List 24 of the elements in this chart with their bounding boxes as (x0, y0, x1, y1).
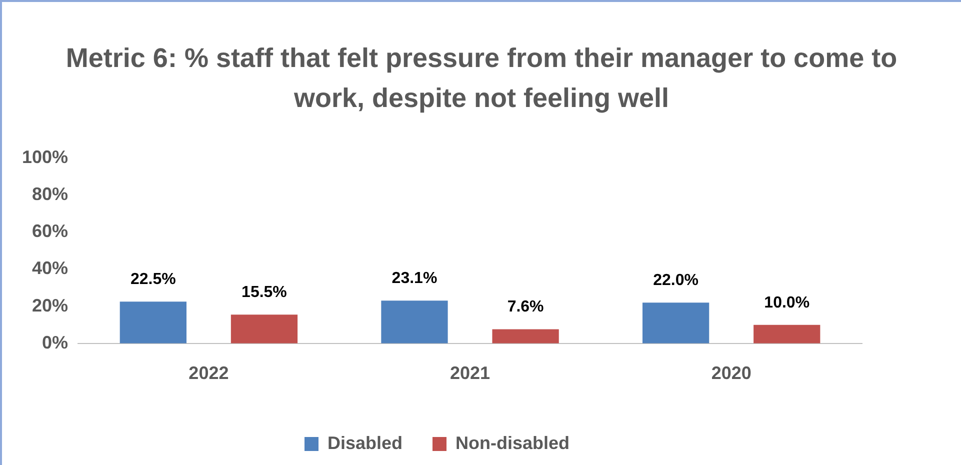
bar (754, 324, 820, 344)
chart-title: Metric 6: % staff that felt pressure from their manager to come to work, despite not feeling well (64, 42, 898, 115)
data-label: 23.1% (392, 270, 438, 287)
bar (642, 302, 710, 344)
bar (120, 302, 186, 344)
bar (381, 300, 448, 344)
y-tick-label: 20% (32, 295, 68, 316)
x-tick-label: 2022 (188, 363, 229, 384)
legend-label: Non-disabled (456, 432, 570, 453)
bar (492, 329, 559, 344)
data-label: 15.5% (242, 284, 287, 302)
y-tick-label: 0% (42, 332, 68, 352)
bar (230, 314, 298, 344)
y-tick-label: 80% (32, 184, 68, 204)
y-tick-label: 100% (22, 146, 68, 167)
data-label: 22.5% (130, 271, 176, 288)
data-label: 22.0% (653, 272, 698, 290)
y-tick-label: 60% (32, 221, 68, 242)
legend-label: Disabled (327, 432, 403, 453)
data-label: 10.0% (764, 294, 810, 312)
x-tick-label: 2021 (450, 363, 490, 384)
data-label: 7.6% (507, 298, 544, 316)
x-tick-label: 2020 (711, 363, 752, 384)
y-tick-label: 40% (32, 258, 68, 278)
